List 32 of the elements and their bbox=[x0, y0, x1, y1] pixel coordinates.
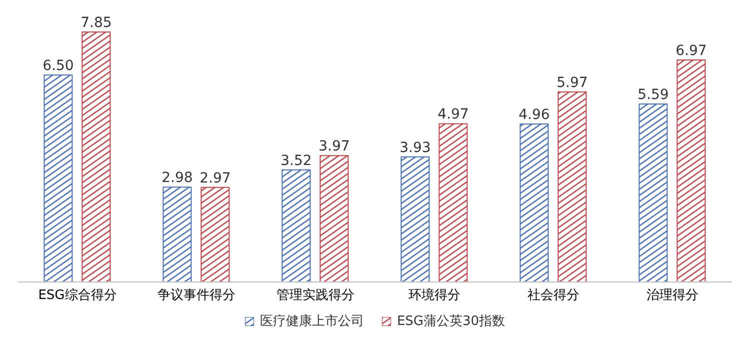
data-label: 5.59 bbox=[638, 86, 669, 103]
bar bbox=[320, 155, 349, 282]
x-tick-label: 争议事件得分 bbox=[158, 288, 236, 304]
data-label: 3.97 bbox=[318, 138, 350, 155]
data-label: 3.52 bbox=[280, 152, 312, 169]
data-label: 5.97 bbox=[556, 74, 588, 91]
bar bbox=[638, 103, 668, 282]
bar bbox=[44, 74, 73, 282]
bar bbox=[400, 156, 430, 282]
legend-label: 医疗健康上市公司 bbox=[260, 313, 364, 330]
data-label: 6.97 bbox=[676, 43, 707, 60]
data-label: 3.93 bbox=[400, 140, 431, 156]
bar bbox=[282, 169, 311, 282]
data-label: 6.50 bbox=[42, 58, 74, 74]
bar bbox=[162, 186, 192, 282]
data-label: 4.96 bbox=[518, 107, 550, 124]
legend-label: ESG蒲公英30指数 bbox=[396, 313, 506, 330]
data-label: 2.98 bbox=[162, 170, 193, 186]
bar bbox=[438, 123, 468, 282]
data-label: 2.97 bbox=[200, 170, 231, 186]
x-tick-label: 社会得分 bbox=[528, 288, 580, 304]
x-tick-label: ESG综合得分 bbox=[38, 288, 117, 304]
bar bbox=[82, 32, 111, 282]
x-tick-label: 管理实践得分 bbox=[276, 288, 354, 304]
data-label: 4.97 bbox=[438, 106, 469, 123]
bar bbox=[676, 60, 706, 282]
x-tick-label: 治理得分 bbox=[646, 288, 698, 304]
bar bbox=[558, 91, 587, 282]
x-tick-label: 环境得分 bbox=[408, 287, 460, 304]
data-label: 7.85 bbox=[80, 15, 112, 31]
bar bbox=[520, 124, 549, 282]
bar bbox=[200, 186, 230, 282]
